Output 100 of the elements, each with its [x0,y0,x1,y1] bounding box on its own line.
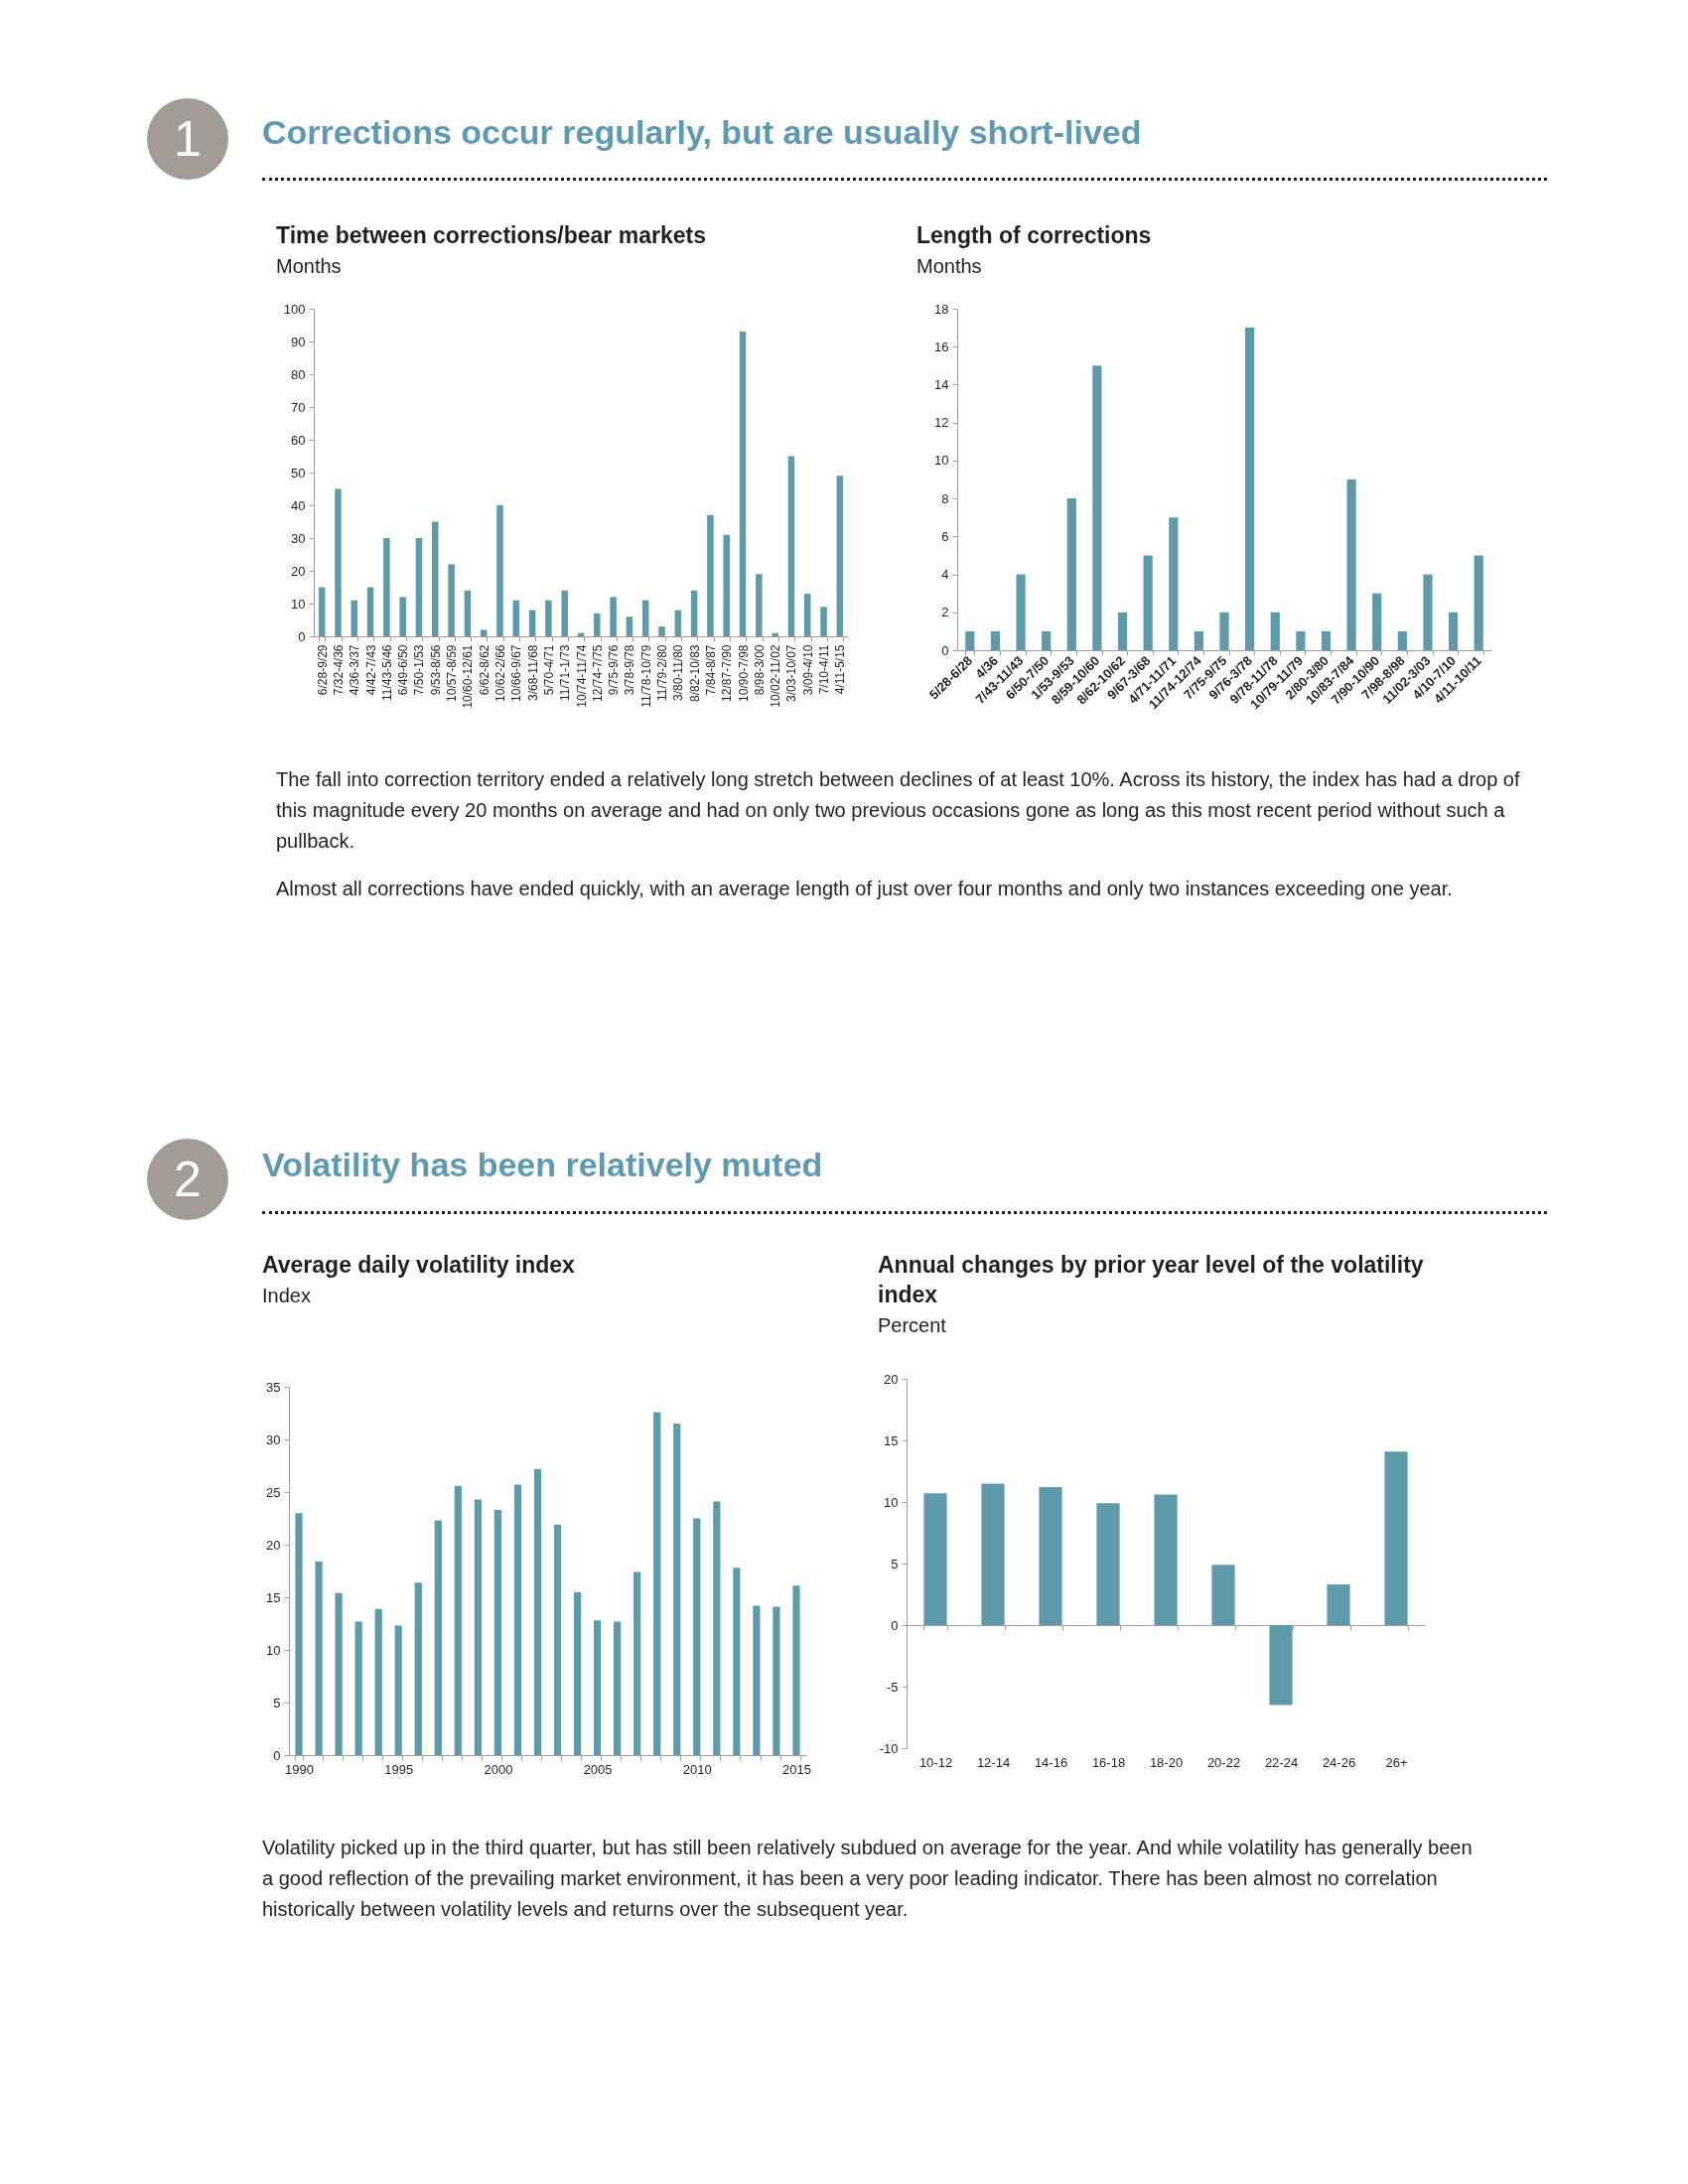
bar [1092,365,1102,650]
number-badge: 2 [147,1139,228,1220]
bar [593,1620,602,1755]
bar [464,590,472,636]
y-tick-label: 100 [283,301,306,317]
bar [626,616,633,636]
bar [399,597,406,636]
bar [1016,574,1026,650]
y-tick-label: 20 [884,1371,899,1387]
x-tick-label: 11/78-10/79 [638,644,653,708]
text: The fall into correction territory ended a relatively long stretch between declines of at least 10%. Across its history, the index has had a drop of this magnitude every 20 months on average and had on only two previous occasions gone as long as this most recent period without such a pullback. [276,767,1521,854]
bar [448,564,455,636]
bar [773,1606,780,1755]
y-tick-label: 15 [266,1589,281,1605]
y-tick-label: -10 [879,1740,899,1756]
y-tick-label: 25 [266,1484,281,1500]
bar [561,590,568,636]
bar [1169,517,1179,650]
y-tick-label: 40 [291,497,306,513]
x-tick-label: 10/74-11/74 [574,644,589,708]
bar [434,1520,442,1755]
bar [707,514,714,636]
x-tick-label: 6/28-9/29 [315,644,330,696]
x-tick-label: 9/75-9/76 [607,644,622,696]
bar [1423,574,1433,650]
y-tick-label: 5 [891,1556,899,1571]
bar [335,488,342,636]
x-tick-label: 3/09-4/10 [800,644,815,696]
x-tick-label: 3/80-11/80 [671,644,686,701]
x-tick-label: 16-18 [1091,1754,1126,1770]
bar [474,1499,482,1755]
chart-subtitle: Months [916,255,983,277]
y-tick-label: 10 [934,453,949,469]
y-tick-label: 16 [934,339,949,354]
bar [415,538,423,636]
y-tick-label: 35 [266,1379,281,1395]
x-tick-label: 11/43-5/46 [379,644,394,701]
bar [295,1513,303,1755]
chart-subtitle: Index [262,1285,312,1306]
x-tick-label: 12/74-7/75 [590,644,605,702]
y-tick-label: 15 [884,1433,899,1448]
bar [1219,612,1229,650]
x-tick-label: 24-26 [1322,1754,1356,1770]
x-tick-label: 20-22 [1206,1754,1241,1770]
y-tick-label: 20 [291,563,306,579]
x-tick-label: 3/68-11/68 [525,644,540,701]
x-tick-label: 11/79-2/80 [655,644,670,701]
bar [753,1605,761,1755]
y-tick-label: 6 [941,528,949,544]
bar [1143,555,1153,650]
bar [533,1468,542,1755]
chart-title: Length of corrections [916,221,1153,250]
bar [756,574,763,636]
bar [1397,630,1407,650]
y-tick-label: 10 [884,1494,899,1510]
bar [1042,630,1052,650]
bar [1372,593,1382,650]
x-tick-label: 8/82-10/83 [687,644,702,702]
bar [787,456,795,636]
x-tick-label: 10-12 [918,1754,953,1770]
bar [318,587,326,636]
bar [981,1483,1005,1625]
bar [641,600,649,636]
bar [836,476,844,636]
bar [739,332,747,636]
y-tick-label: -5 [886,1679,899,1695]
y-tick-label: 10 [291,596,306,612]
y-tick-label: 70 [291,399,306,415]
y-tick-label: 80 [291,366,306,382]
x-tick-label: 2005 [583,1761,613,1777]
x-tick-label: 10/90-7/98 [736,644,751,702]
bar [1346,479,1356,650]
y-tick-label: 4 [941,567,949,583]
bar [1117,612,1128,650]
y-tick-label: 8 [941,490,949,506]
bar [394,1625,402,1755]
bar [965,630,975,650]
chart-title: Annual changes by prior year level of the volatility index [878,1251,1425,1309]
bar [1296,630,1306,650]
chart-subtitle: Percent [878,1314,947,1336]
x-tick-label: 10/57-8/59 [445,644,460,702]
bar [1211,1565,1235,1625]
bar [545,600,552,636]
bar [335,1592,343,1755]
bar [480,629,488,636]
chart-subtitle: Months [276,255,343,277]
bar [1245,328,1255,650]
x-tick-label: 9/53-8/56 [428,644,443,696]
bar [1321,630,1332,650]
bar [513,1484,522,1755]
x-tick-label: 3/03-10/07 [784,644,799,702]
y-tick-label: 0 [891,1617,899,1633]
bar [1039,1487,1062,1625]
bar [594,613,601,636]
chart-title: Average daily volatility index [262,1251,576,1280]
bar [414,1582,422,1755]
y-tick-label: 20 [266,1537,281,1553]
x-tick-label: 10/60-12/61 [461,644,476,709]
bar [573,1591,582,1755]
y-tick-label: 30 [266,1432,281,1447]
